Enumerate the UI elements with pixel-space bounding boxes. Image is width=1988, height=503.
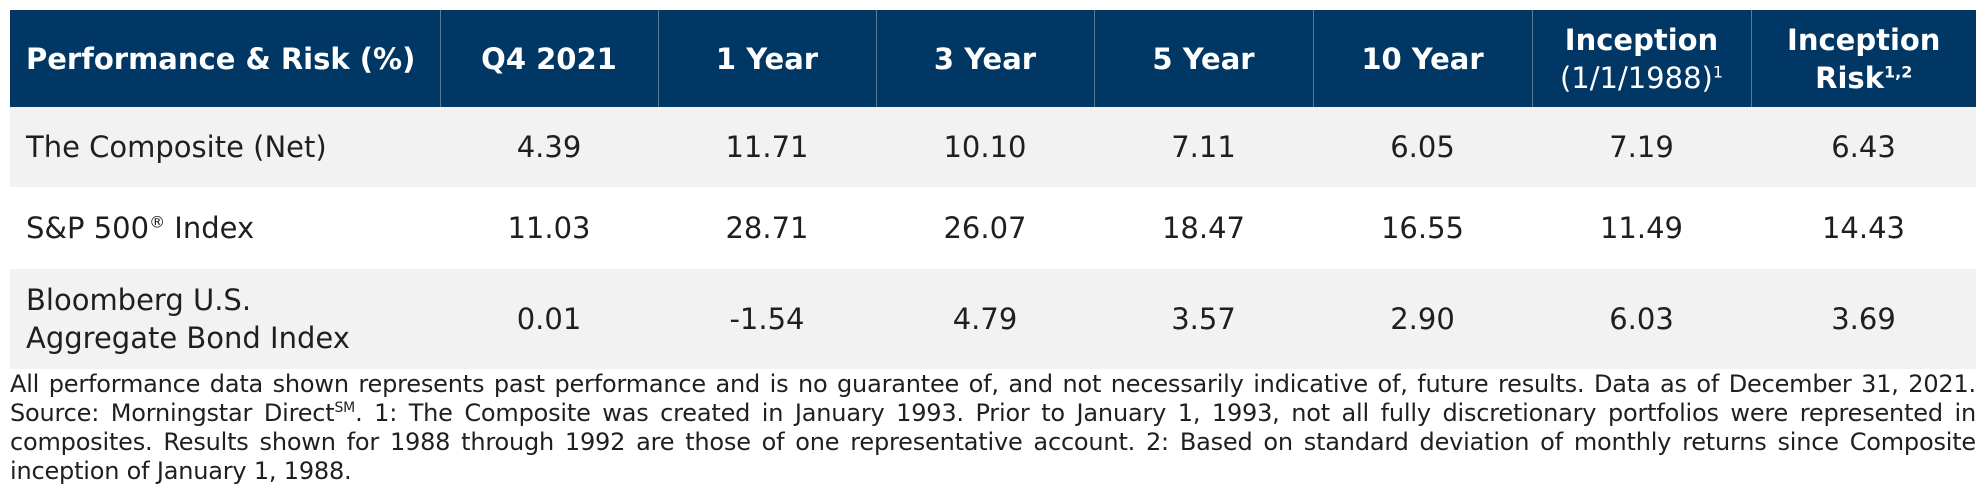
table-cell: -1.54 [729,302,805,336]
row-label-sp500-tail: Index [165,211,255,245]
row-label-bloomberg-line2: Aggregate Bond Index [26,321,350,355]
table-cell: 18.47 [1161,211,1246,245]
table-row-bloomberg: Bloomberg U.S. Aggregate Bond Index 0.01… [10,269,1976,369]
header-risk-word: Risk [1815,60,1884,95]
table-cell: 14.43 [1821,211,1906,245]
header-inception-risk: Inception Risk1,2 [1750,10,1976,107]
header-performance-risk: Performance & Risk (%) [26,41,416,76]
table-cell: 11.49 [1599,211,1684,245]
header-1-year: 1 Year [657,10,876,107]
footnote-text-part1: All performance data shown represents pa… [10,370,1976,427]
header-inception-footnote-ref: 1 [1712,61,1724,81]
table-cell: 3.69 [1831,302,1896,336]
header-inception-line1: Inception [1564,22,1719,57]
disclosure-footnote: All performance data shown represents pa… [10,370,1976,486]
row-label-bloomberg: Bloomberg U.S. Aggregate Bond Index [10,269,440,369]
header-row: Performance & Risk (%) Q4 2021 1 Year 3 … [10,10,1976,107]
row-label-bloomberg-line1: Bloomberg U.S. [26,283,252,317]
header-3-year: 3 Year [875,10,1094,107]
header-inception-risk-line2: Risk1,2 [1758,59,1971,97]
table-cell: 6.05 [1390,130,1455,164]
table-cell: 10.10 [943,130,1027,164]
table-cell: 6.03 [1609,302,1674,336]
footnote-text-part2: . 1: The Composite was created in Januar… [10,399,1976,485]
header-inception-risk-line1: Inception [1787,22,1941,57]
header-q4-2021: Q4 2021 [439,10,658,107]
table-cell: 11.03 [507,211,591,245]
table-cell: 4.79 [952,302,1018,336]
table-cell: 11.71 [725,130,809,164]
row-label-sp500: S&P 500® Index [10,187,440,269]
table-cell: 7.19 [1609,130,1674,164]
row-label-composite: The Composite (Net) [26,130,327,164]
header-5-year: 5 Year [1093,10,1313,107]
header-inception-line2: (1/1/1988)1 [1539,59,1745,97]
table-cell: 3.57 [1171,302,1236,336]
header-inception: Inception (1/1/1988)1 [1531,10,1751,107]
table-cell: 6.43 [1831,130,1896,164]
header-10-year: 10 Year [1312,10,1532,107]
performance-table-container: Performance & Risk (%) Q4 2021 1 Year 3 … [10,10,1976,369]
table-row-sp500: S&P 500® Index 11.03 28.71 26.07 18.47 1… [10,187,1976,269]
header-inception-date: (1/1/1988) [1559,60,1713,95]
service-mark: SM [334,400,356,416]
table-row-composite: The Composite (Net) 4.39 11.71 10.10 7.1… [10,107,1976,187]
table-cell: 0.01 [516,302,582,336]
table-cell: 26.07 [943,211,1027,245]
registered-mark: ® [149,212,166,232]
table-cell: 16.55 [1380,211,1465,245]
table-cell: 7.11 [1171,130,1236,164]
table-cell: 2.90 [1390,302,1455,336]
performance-risk-table: Performance & Risk (%) Q4 2021 1 Year 3 … [10,10,1976,369]
row-label-sp500-main: S&P 500 [26,211,150,245]
table-cell: 4.39 [516,130,582,164]
table-cell: 28.71 [725,211,809,245]
header-risk-footnote-ref: 1,2 [1883,61,1913,81]
